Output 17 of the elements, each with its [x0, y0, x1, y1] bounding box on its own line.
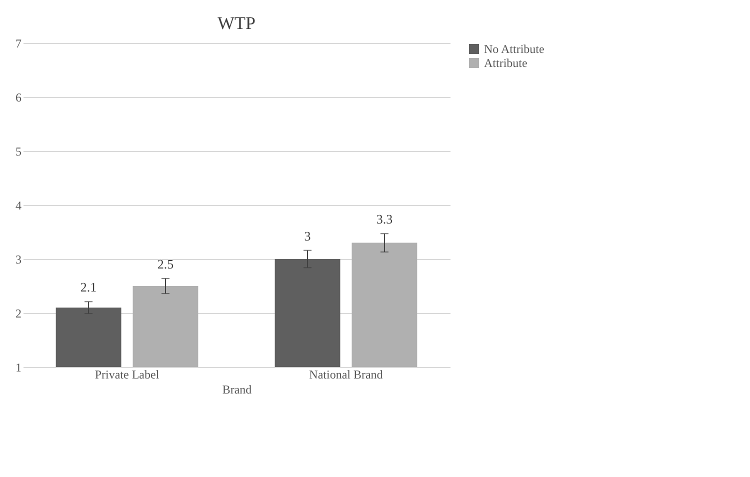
chart-title: WTP	[218, 13, 256, 33]
x-tick-label: National Brand	[309, 368, 383, 382]
data-label: 2.5	[157, 256, 174, 272]
legend-label: Attribute	[484, 56, 528, 70]
data-label: 3	[304, 228, 311, 244]
x-tick-label: Private Label	[94, 368, 160, 382]
y-tick-label: 2	[16, 306, 22, 320]
y-tick-label: 5	[16, 144, 22, 158]
y-tick-label: 6	[16, 90, 22, 104]
y-tick-label: 3	[16, 252, 22, 266]
legend-label: No Attribute	[484, 42, 544, 56]
y-tick-label: 4	[16, 198, 22, 212]
x-axis-title: Brand	[222, 382, 252, 396]
data-label: 2.1	[80, 280, 97, 295]
data-label: 3.3	[376, 212, 393, 227]
y-tick-label: 7	[16, 36, 22, 50]
y-tick-label: 1	[16, 360, 22, 374]
